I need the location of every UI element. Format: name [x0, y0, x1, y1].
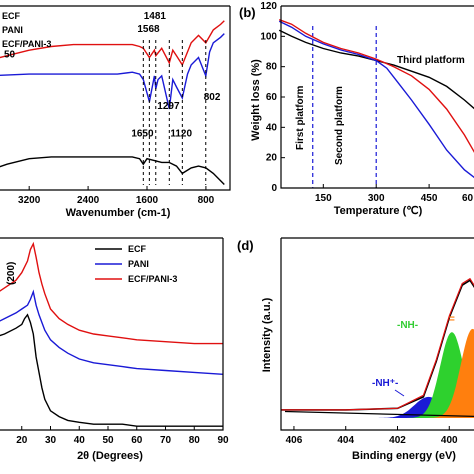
- x-axis-label-c: 2θ (Degrees): [77, 450, 143, 462]
- ytick-label-b-6: 120: [260, 1, 277, 12]
- annotation-d-0: -NH-: [397, 320, 418, 331]
- series-line-a-0: [0, 156, 225, 185]
- annotation-d-2: =: [449, 314, 455, 325]
- legend-label-a-1: PANI: [2, 25, 23, 35]
- x-axis-label-b: Temperature (℃): [334, 205, 423, 217]
- annotation-b-2: Third platform: [397, 55, 465, 66]
- legend-label-c-2: ECF/PANI-3: [128, 274, 177, 284]
- xtick-label-b-2: 450: [421, 193, 438, 204]
- fit-line-d: [281, 277, 474, 411]
- legend-label-c-1: PANI: [128, 259, 149, 269]
- xtick-label-a-0: 3200: [18, 195, 41, 206]
- series-line-a-2: [0, 20, 225, 67]
- y-axis-label-d: Intensity (a.u.): [261, 297, 273, 372]
- xtick-label-c-2: 40: [74, 435, 86, 446]
- panel-b: 0 20 40 60 80 100 120 150 300 450 60 Temperature (℃…: [239, 1, 474, 217]
- legend-label-a-0: ECF: [2, 11, 21, 21]
- peak-fill-d-2: [415, 328, 474, 418]
- panel-d: 406 404 402 400 Binding energy (eV) Intensity…: [237, 237, 474, 462]
- xtick-label-b-0: 150: [315, 193, 332, 204]
- series-line-b-1: [278, 20, 474, 179]
- series-line-c-0: [0, 313, 223, 427]
- annotation-a-1: 1568: [137, 24, 160, 35]
- xtick-label-c-4: 60: [131, 435, 143, 446]
- panel-c: 20 30 40 50 60 70 80 90 2θ (Degrees) ECF PANI ECF/P…: [0, 237, 229, 462]
- ytick-label-b-2: 40: [266, 122, 278, 133]
- ytick-label-b-4: 80: [266, 62, 278, 73]
- xtick-label-d-2: 402: [389, 435, 406, 446]
- annotation-b-0: First platform: [295, 85, 306, 150]
- annotation-c-0: (200): [6, 262, 17, 285]
- x-axis-label-a: Wavenumber (cm-1): [66, 207, 171, 219]
- xtick-label-d-1: 404: [337, 435, 354, 446]
- axis-frame-a: [0, 6, 231, 191]
- annotation-b-1: Second platform: [334, 86, 345, 165]
- series-line-a-1: [0, 33, 225, 110]
- annotation-d-1: -NH⁺-: [372, 378, 398, 389]
- panel-a: 3200 2400 1600 800 Wavenumber (cm-1) ECF PANI E…: [0, 5, 231, 219]
- xtick-label-a-3: 800: [198, 195, 215, 206]
- xtick-label-c-1: 30: [45, 435, 57, 446]
- annotation-a-5: 1650: [131, 129, 154, 140]
- annotation-a-3: 1297: [157, 101, 180, 112]
- axis-frame-d: [280, 238, 474, 431]
- ytick-label-b-3: 60: [266, 92, 278, 103]
- xtick-label-c-5: 70: [160, 435, 172, 446]
- baseline-d: [284, 410, 474, 417]
- legend-label-c-0: ECF: [128, 244, 147, 254]
- series-line-c-2: [0, 241, 223, 345]
- ytick-label-b-0: 0: [271, 183, 277, 194]
- ytick-label-b-1: 20: [266, 153, 278, 164]
- annotation-a-2: 50: [4, 50, 16, 61]
- legend-label-a-2: ECF/PANI-3: [2, 39, 51, 49]
- xtick-label-a-1: 2400: [77, 195, 100, 206]
- xtick-label-a-2: 1600: [136, 195, 159, 206]
- annotation-a-6: 1120: [170, 129, 192, 140]
- xtick-label-b-3: 60: [462, 193, 474, 204]
- series-line-b-2: [278, 19, 474, 153]
- annotation-pointer-d-1: [394, 389, 405, 397]
- y-axis-label-b: Weight loss (%): [250, 59, 262, 141]
- xtick-label-c-0: 20: [16, 435, 28, 446]
- panel-label-b: (b): [239, 5, 256, 20]
- xtick-label-c-3: 50: [102, 435, 114, 446]
- axis-frame-b: [280, 6, 474, 189]
- panel-label-d: (d): [237, 238, 254, 253]
- x-axis-label-d: Binding energy (eV): [352, 450, 456, 462]
- xtick-label-b-1: 300: [368, 193, 385, 204]
- xtick-label-d-0: 406: [286, 435, 303, 446]
- ytick-label-b-5: 100: [260, 31, 277, 42]
- annotation-a-4: 802: [204, 92, 221, 103]
- xtick-label-d-3: 400: [441, 435, 458, 446]
- xtick-label-c-6: 80: [189, 435, 201, 446]
- annotation-a-0: 1481: [144, 11, 167, 22]
- series-line-c-1: [0, 289, 224, 375]
- xtick-label-c-7: 90: [217, 435, 229, 446]
